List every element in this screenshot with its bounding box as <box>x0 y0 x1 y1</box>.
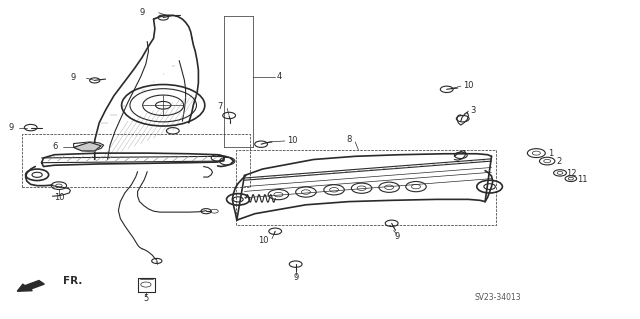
Text: 10: 10 <box>287 137 297 145</box>
Text: 10: 10 <box>54 193 64 202</box>
Text: 10: 10 <box>463 81 473 90</box>
Text: SV23-34013: SV23-34013 <box>475 293 522 302</box>
Text: 9: 9 <box>293 273 298 282</box>
Text: 11: 11 <box>577 175 588 184</box>
Text: 10: 10 <box>259 236 269 245</box>
Text: FR.: FR. <box>63 276 82 286</box>
Polygon shape <box>74 142 101 151</box>
Text: 6: 6 <box>52 142 58 151</box>
Text: 5: 5 <box>143 294 148 303</box>
FancyArrow shape <box>17 280 44 291</box>
Text: 9: 9 <box>9 123 14 132</box>
Text: 2: 2 <box>557 157 562 166</box>
Text: 9: 9 <box>140 8 145 17</box>
Text: 4: 4 <box>276 72 282 81</box>
Text: 12: 12 <box>566 169 577 178</box>
Text: 8: 8 <box>347 135 352 144</box>
Text: 1: 1 <box>548 149 553 158</box>
Text: 9: 9 <box>394 232 399 241</box>
Text: 9: 9 <box>70 73 76 82</box>
Text: 7: 7 <box>218 102 223 111</box>
Text: 3: 3 <box>470 106 476 115</box>
